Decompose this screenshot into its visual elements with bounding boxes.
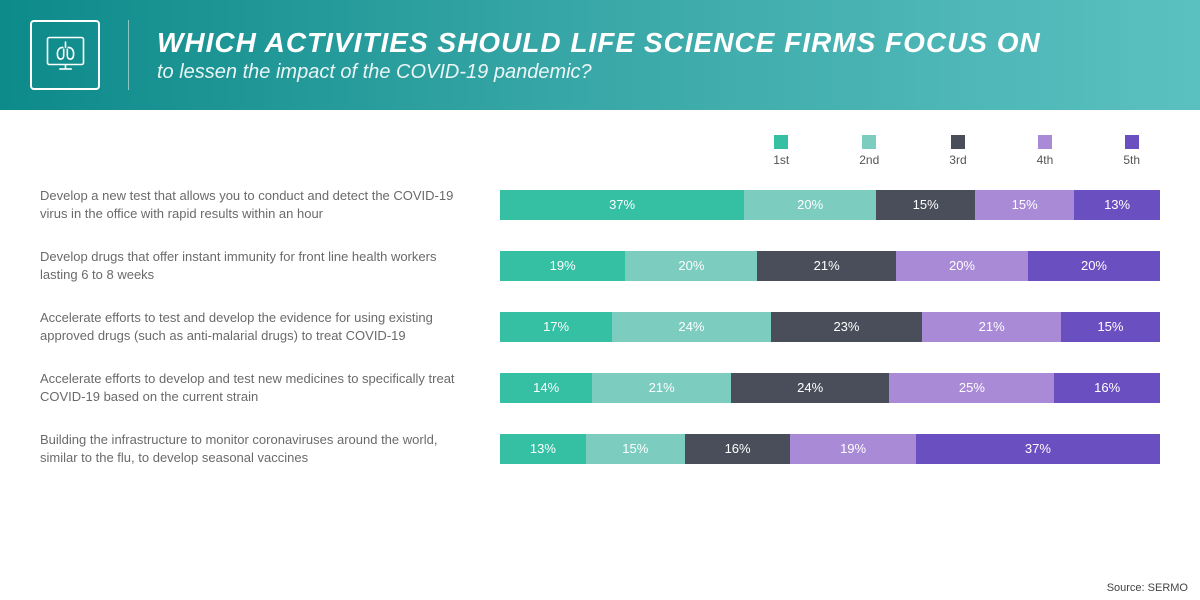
stacked-bar: 13%15%16%19%37% (500, 434, 1160, 464)
row-label: Building the infrastructure to monitor c… (40, 431, 500, 466)
legend-item: 1st (773, 135, 789, 167)
bar-segment: 15% (975, 190, 1074, 220)
header-divider (128, 20, 129, 90)
bar-segment: 24% (731, 373, 889, 403)
chart-row: Building the infrastructure to monitor c… (40, 431, 1160, 466)
row-label: Develop drugs that offer instant immunit… (40, 248, 500, 283)
bar-segment: 20% (1028, 251, 1160, 281)
bar-rows: Develop a new test that allows you to co… (40, 187, 1160, 466)
legend: 1st 2nd 3rd 4th 5th (40, 135, 1160, 167)
legend-label: 2nd (859, 153, 879, 167)
row-label: Accelerate efforts to develop and test n… (40, 370, 500, 405)
chart-row: Develop a new test that allows you to co… (40, 187, 1160, 222)
legend-item: 3rd (949, 135, 966, 167)
lungs-monitor-icon (30, 20, 100, 90)
row-label: Accelerate efforts to test and develop t… (40, 309, 500, 344)
bar-segment: 24% (612, 312, 770, 342)
source-attribution: Source: SERMO (1107, 582, 1188, 594)
bar-segment: 16% (685, 434, 791, 464)
bar-segment: 20% (625, 251, 757, 281)
bar-segment: 37% (916, 434, 1160, 464)
bar-segment: 16% (1054, 373, 1160, 403)
legend-swatch (862, 135, 876, 149)
bar-segment: 37% (500, 190, 744, 220)
legend-swatch (774, 135, 788, 149)
row-label: Develop a new test that allows you to co… (40, 187, 500, 222)
bar-segment: 15% (1061, 312, 1160, 342)
legend-swatch (951, 135, 965, 149)
bar-segment: 21% (757, 251, 896, 281)
legend-label: 1st (773, 153, 789, 167)
chart-row: Develop drugs that offer instant immunit… (40, 248, 1160, 283)
bar-segment: 21% (592, 373, 731, 403)
legend-label: 4th (1037, 153, 1054, 167)
stacked-bar: 17%24%23%21%15% (500, 312, 1160, 342)
bar-segment: 13% (500, 434, 586, 464)
title-block: WHICH ACTIVITIES SHOULD LIFE SCIENCE FIR… (157, 27, 1041, 84)
bar-segment: 21% (922, 312, 1061, 342)
bar-segment: 17% (500, 312, 612, 342)
chart-row: Accelerate efforts to test and develop t… (40, 309, 1160, 344)
legend-item: 2nd (859, 135, 879, 167)
chart-row: Accelerate efforts to develop and test n… (40, 370, 1160, 405)
bar-segment: 25% (889, 373, 1054, 403)
stacked-bar: 14%21%24%25%16% (500, 373, 1160, 403)
legend-swatch (1038, 135, 1052, 149)
legend-item: 5th (1123, 135, 1140, 167)
stacked-bar: 19%20%21%20%20% (500, 251, 1160, 281)
bar-segment: 13% (1074, 190, 1160, 220)
title-sub: to lessen the impact of the COVID-19 pan… (157, 61, 1041, 84)
bar-segment: 23% (771, 312, 923, 342)
bar-segment: 19% (790, 434, 915, 464)
bar-segment: 19% (500, 251, 625, 281)
stacked-bar: 37%20%15%15%13% (500, 190, 1160, 220)
legend-label: 3rd (949, 153, 966, 167)
bar-segment: 15% (876, 190, 975, 220)
legend-swatch (1125, 135, 1139, 149)
legend-label: 5th (1123, 153, 1140, 167)
header-banner: WHICH ACTIVITIES SHOULD LIFE SCIENCE FIR… (0, 0, 1200, 110)
legend-item: 4th (1037, 135, 1054, 167)
chart-area: 1st 2nd 3rd 4th 5th Develop a new test that … (0, 110, 1200, 502)
title-main: WHICH ACTIVITIES SHOULD LIFE SCIENCE FIR… (157, 27, 1041, 59)
bar-segment: 14% (500, 373, 592, 403)
bar-segment: 15% (586, 434, 685, 464)
bar-segment: 20% (896, 251, 1028, 281)
bar-segment: 20% (744, 190, 876, 220)
